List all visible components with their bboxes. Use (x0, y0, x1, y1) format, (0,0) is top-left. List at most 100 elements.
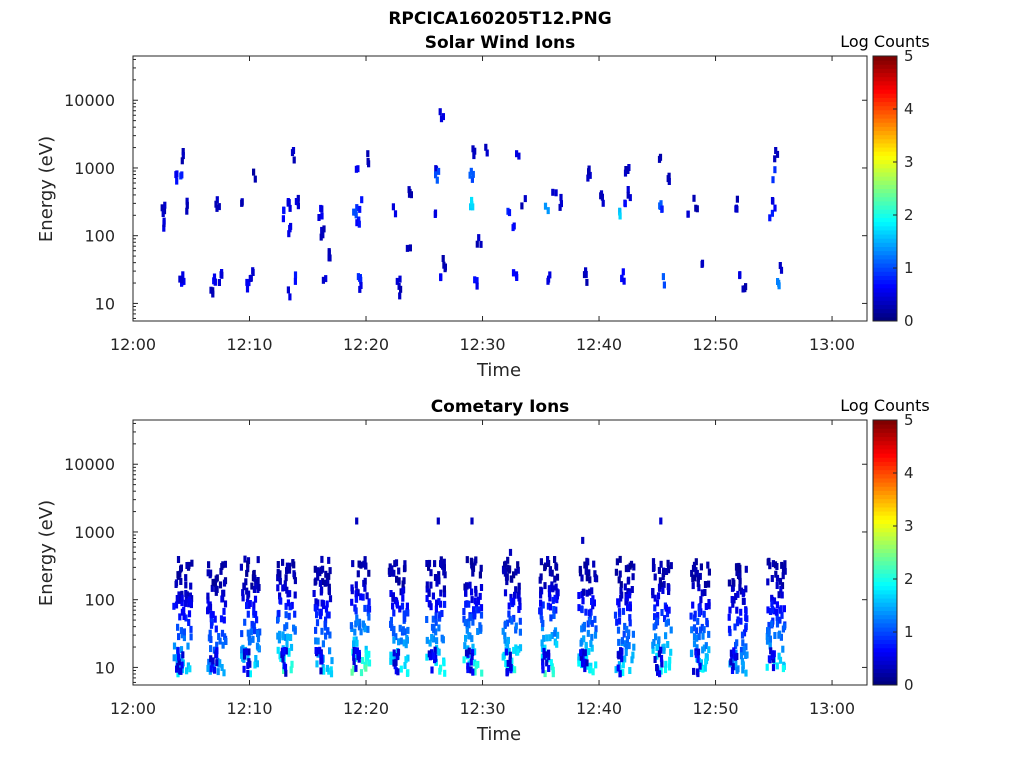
colorbar-segment (873, 109, 897, 115)
colorbar-segment (873, 283, 897, 289)
colorbar-segment (873, 184, 897, 189)
spectrogram-cell (397, 567, 401, 575)
spectrogram-cell (517, 152, 521, 160)
spectrogram-cell (770, 209, 774, 217)
spectrogram-cell (585, 574, 589, 582)
spectrogram-cell (512, 614, 516, 622)
spectrogram-cell (660, 660, 664, 668)
spectrogram-cell (660, 609, 664, 616)
spectrogram-cell (160, 204, 164, 212)
spectrogram-cell (247, 590, 251, 598)
spectrogram-cell (244, 578, 248, 586)
spectrogram-cell (245, 602, 249, 610)
spectrogram-cell (655, 644, 659, 652)
spectrogram-cell (180, 276, 184, 284)
spectrogram-cell (184, 614, 188, 622)
spectrogram-cell (745, 651, 749, 659)
spectrogram-cell (439, 115, 444, 123)
spectrogram-cell (621, 268, 625, 276)
spectrogram-cell (242, 648, 247, 656)
spectrogram-cell (469, 666, 473, 674)
spectrogram-cell (350, 587, 354, 595)
spectrogram-cell (241, 589, 245, 597)
spectrogram-cell (593, 615, 597, 623)
spectrogram-cell (558, 203, 562, 211)
spectrogram-cell (700, 589, 704, 597)
spectrogram-cell (216, 668, 220, 676)
spectrogram-cell (355, 219, 359, 227)
spectrogram-cell (697, 603, 701, 611)
spectrogram-cell (508, 657, 512, 665)
spectrogram-cell (394, 633, 398, 641)
spectrogram-cell (219, 567, 223, 575)
spectrogram-cell (663, 666, 668, 674)
colorbar-segment (873, 134, 897, 140)
spectrogram-cell (397, 578, 401, 586)
spectrogram-cell (464, 600, 468, 608)
spectrogram-cell (735, 563, 739, 571)
spectrogram-cell (326, 579, 330, 587)
spectrogram-cell (367, 160, 371, 168)
spectrogram-cell (587, 569, 591, 577)
spectrogram-cell (744, 614, 748, 622)
spectrogram-cell (550, 632, 554, 639)
spectrogram-cell (517, 582, 521, 590)
x-tick-label: 12:20 (343, 699, 389, 718)
colorbar-segment (873, 577, 897, 582)
colorbar-segment (873, 304, 897, 310)
spectrogram-cell (657, 583, 662, 591)
spectrogram-cell (211, 290, 215, 298)
spectrogram-cell (518, 628, 522, 636)
colorbar-segment (873, 56, 897, 61)
spectrogram-cell (479, 584, 484, 591)
spectrogram-cell (551, 585, 555, 593)
spectrogram-cell (475, 240, 479, 248)
spectrogram-cell (324, 605, 329, 613)
spectrogram-cell (471, 170, 475, 178)
colorbar-segment (873, 113, 897, 119)
spectrogram-cell (437, 571, 441, 579)
colorbar-segment (873, 473, 897, 479)
spectrogram-cell (655, 599, 660, 607)
colorbar-segment (873, 444, 897, 450)
spectrogram-cell (507, 602, 511, 610)
colorbar-segment (873, 490, 897, 496)
spectrogram-cell (744, 585, 748, 593)
spectrogram-cell (178, 275, 182, 283)
spectrogram-cell (478, 592, 482, 600)
spectrogram-cell (322, 225, 326, 233)
x-tick-label: 13:00 (809, 699, 855, 718)
spectrogram-cell (632, 563, 636, 571)
spectrogram-cell (471, 564, 476, 572)
spectrogram-cell (622, 630, 626, 638)
spectrogram-cell (744, 669, 748, 677)
spectrogram-cell (176, 556, 181, 563)
spectrogram-cell (775, 620, 780, 628)
spectrogram-cell (354, 664, 358, 672)
spectrogram-cell (669, 626, 673, 634)
spectrogram-cell (626, 191, 630, 199)
spectrogram-cell (479, 611, 484, 619)
spectrogram-cell (578, 569, 583, 577)
spectrogram-cell (667, 565, 671, 573)
spectrogram-cell (403, 662, 407, 669)
colorbar-segment (873, 527, 897, 533)
spectrogram-cell (744, 607, 748, 615)
spectrogram-cell (580, 574, 584, 582)
spectrogram-cell (735, 666, 739, 674)
spectrogram-cell (281, 215, 285, 223)
spectrogram-cell (504, 660, 508, 667)
spectrogram-cell (435, 176, 439, 184)
spectrogram-cell (548, 594, 552, 602)
spectrogram-cell (189, 599, 193, 607)
spectrogram-cell (485, 149, 489, 157)
spectrogram-cell (355, 639, 359, 647)
panel-cometary: Cometary Ions Log Counts 10100100010000 … (36, 396, 930, 745)
spectrogram-cell (428, 653, 432, 661)
spectrogram-cell (770, 600, 774, 608)
spectrogram-cell (616, 664, 620, 672)
spectrogram-cell (509, 575, 513, 583)
spectrogram-cell (539, 612, 543, 620)
spectrogram-cell (630, 586, 634, 593)
spectrogram-cell (431, 592, 435, 600)
